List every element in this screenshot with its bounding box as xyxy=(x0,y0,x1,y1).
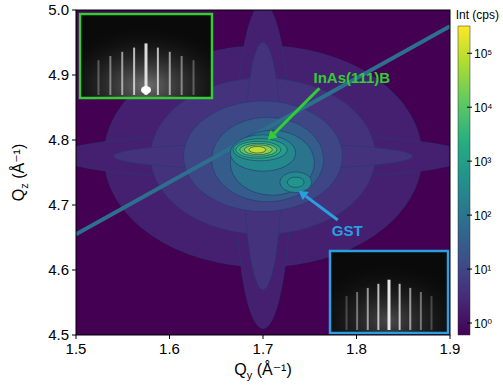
y-tick-label: 5.0 xyxy=(48,1,69,18)
label-part: Q xyxy=(234,361,246,378)
y-tick-label: 4.8 xyxy=(48,131,69,148)
colorbar-title: Int (cps) xyxy=(456,8,499,22)
inset-glow xyxy=(80,14,212,98)
inset-ground xyxy=(330,251,448,333)
colorbar-tick xyxy=(467,215,472,216)
rheed-streak xyxy=(133,48,135,95)
y-tick xyxy=(72,75,76,76)
annotation: InAs(111)B xyxy=(313,69,390,86)
rheed-streak xyxy=(356,292,358,330)
rheed-streak xyxy=(157,48,159,95)
inset-rheed-bottom-right xyxy=(330,251,448,333)
colorbar-tick-label: 10⁵ xyxy=(474,47,492,61)
contour-level xyxy=(151,78,375,234)
y-tick-label: 4.5 xyxy=(48,326,69,343)
rheed-streak xyxy=(109,56,111,95)
annotation: GST xyxy=(332,222,363,239)
rheed-streak xyxy=(193,60,195,95)
rheed-streak xyxy=(377,284,379,330)
y-axis-title: Qz (Å⁻¹) xyxy=(9,144,30,202)
label-part: (Å⁻¹) xyxy=(252,360,292,378)
x-tick xyxy=(169,335,170,339)
x-axis-title: Qy (Å⁻¹) xyxy=(234,360,292,381)
x-tick-label: 1.9 xyxy=(440,340,461,357)
x-tick xyxy=(76,335,77,339)
y-tick-label: 4.6 xyxy=(48,261,69,278)
rheed-streak xyxy=(399,284,401,330)
contour-level xyxy=(280,172,312,193)
rheed-spot xyxy=(141,86,151,94)
rheed-streak xyxy=(409,288,411,330)
colorbar-tick-label: 10⁰ xyxy=(474,317,492,331)
x-tick-label: 1.7 xyxy=(253,340,274,357)
annotation-arrow xyxy=(274,88,319,133)
y-tick-label: 4.7 xyxy=(48,196,69,213)
y-tick-label: 4.9 xyxy=(48,66,69,83)
contour-level xyxy=(230,130,314,195)
y-tick xyxy=(72,270,76,271)
rheed-streak xyxy=(420,292,422,330)
colorbar xyxy=(458,26,470,335)
inset-ground xyxy=(80,14,212,98)
y-tick xyxy=(72,10,76,11)
x-tick xyxy=(450,335,451,339)
contour-level xyxy=(230,135,295,171)
chart: 1.51.61.71.81.94.54.64.74.84.95.0Qy (Å⁻¹… xyxy=(0,0,503,387)
annotation-arrowhead xyxy=(299,191,309,200)
contour-level xyxy=(233,139,287,161)
annotation-arrow xyxy=(306,196,338,220)
y-tick xyxy=(72,205,76,206)
colorbar-tick-label: 10³ xyxy=(474,155,491,169)
rheed-streak xyxy=(121,52,123,95)
inset-glow xyxy=(330,251,448,333)
rheed-streak xyxy=(169,52,171,95)
colorbar-tick-label: 10⁴ xyxy=(474,101,493,115)
y-tick xyxy=(72,140,76,141)
rheed-streak xyxy=(430,296,432,330)
x-tick-label: 1.8 xyxy=(346,340,367,357)
annotation-arrowhead xyxy=(268,130,278,140)
colorbar-tick-label: 10¹ xyxy=(474,263,491,277)
label-part: (Å⁻¹) xyxy=(9,144,27,184)
rheed-streak xyxy=(346,296,348,330)
inset-rheed-top-left xyxy=(80,14,212,98)
inset-border xyxy=(80,14,212,98)
rheed-streak xyxy=(181,56,183,95)
rheed-streak xyxy=(388,280,391,330)
x-tick xyxy=(356,335,357,339)
label-part: Q xyxy=(10,189,27,201)
colorbar-tick xyxy=(467,323,472,324)
rheed-streak xyxy=(367,288,369,330)
colorbar-tick xyxy=(467,53,472,54)
contour-level xyxy=(249,147,266,154)
contour-level xyxy=(184,101,343,212)
inset-border xyxy=(330,251,448,333)
x-tick-label: 1.6 xyxy=(159,340,180,357)
x-tick xyxy=(263,335,264,339)
contour-level xyxy=(236,141,281,158)
colorbar-tick xyxy=(467,107,472,108)
colorbar-tick xyxy=(467,161,472,162)
colorbar-tick xyxy=(467,269,472,270)
contour-level xyxy=(244,145,272,155)
contour-level xyxy=(240,143,277,156)
colorbar-tick-label: 10² xyxy=(474,209,491,223)
contour-level xyxy=(287,177,304,187)
rheed-streak xyxy=(97,60,99,95)
y-tick xyxy=(72,335,76,336)
plot-frame xyxy=(76,10,450,335)
